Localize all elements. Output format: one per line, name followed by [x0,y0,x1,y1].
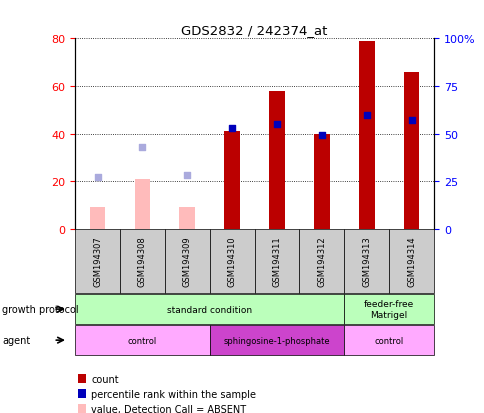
Text: GSM194307: GSM194307 [93,236,102,287]
Bar [388,229,433,293]
Text: GSM194308: GSM194308 [137,236,147,287]
Bar [75,325,209,355]
Bar [344,294,433,324]
Point [318,133,325,140]
Point [228,125,236,132]
Text: count: count [91,374,119,384]
Bar [77,389,86,398]
Text: feeder-free
Matrigel: feeder-free Matrigel [363,300,413,319]
Point [407,118,415,124]
Text: GSM194312: GSM194312 [317,236,326,287]
Bar [403,73,419,229]
Bar [209,325,344,355]
Bar [209,229,254,293]
Bar [75,229,120,293]
Point [362,112,370,119]
Text: control: control [374,336,403,345]
Text: value, Detection Call = ABSENT: value, Detection Call = ABSENT [91,404,246,413]
Bar [299,229,344,293]
Bar [77,374,86,383]
Text: standard condition: standard condition [167,305,252,314]
Text: GSM194311: GSM194311 [272,236,281,287]
Point [272,121,280,128]
Bar [75,294,344,324]
Text: agent: agent [2,335,30,345]
Bar [77,404,86,413]
Bar [165,229,209,293]
Point [93,175,101,181]
Bar [314,134,329,229]
Bar [269,91,284,229]
Text: growth protocol: growth protocol [2,304,79,314]
Bar [358,42,374,229]
Point [183,173,191,179]
Point [138,144,146,151]
Text: GSM194314: GSM194314 [406,236,415,287]
Bar [254,229,299,293]
Bar [344,325,433,355]
Text: GSM194309: GSM194309 [182,236,192,287]
Title: GDS2832 / 242374_at: GDS2832 / 242374_at [181,24,327,37]
Bar [224,132,240,229]
Text: GSM194313: GSM194313 [362,236,371,287]
Text: GSM194310: GSM194310 [227,236,236,287]
Bar [344,229,388,293]
Text: sphingosine-1-phosphate: sphingosine-1-phosphate [223,336,330,345]
Bar [135,179,150,229]
Bar [179,208,195,229]
Bar [120,229,165,293]
Bar [90,208,105,229]
Text: control: control [128,336,157,345]
Text: percentile rank within the sample: percentile rank within the sample [91,389,256,399]
